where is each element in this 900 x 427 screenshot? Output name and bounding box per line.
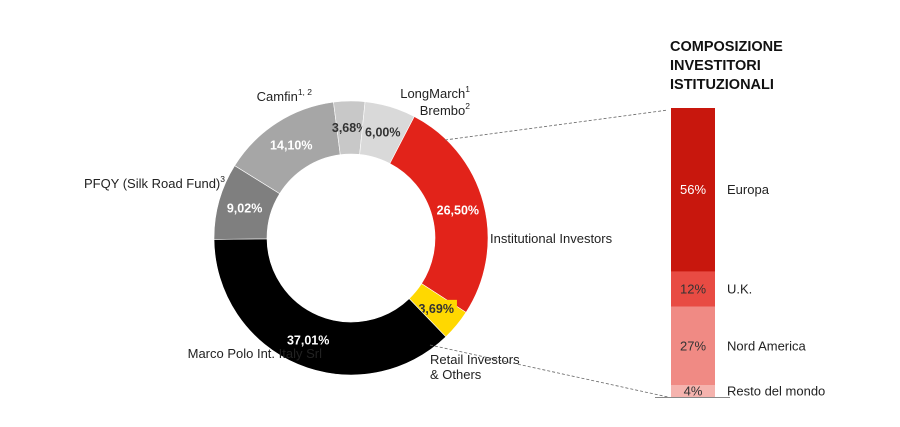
donut-value-label: 3,68% xyxy=(332,121,367,135)
donut-value-label: 37,01% xyxy=(287,333,329,347)
bar-segment-u-k xyxy=(671,271,715,307)
bar-value-label: 4% xyxy=(684,384,703,399)
stacked-bar-chart: 56% Europa 12% U.K. 27% Nord America 4% Resto d… xyxy=(655,108,825,399)
donut-category-label: LongMarch1 xyxy=(400,84,470,101)
donut-value-label: 3,69% xyxy=(418,302,453,316)
bar-segment-nord-america xyxy=(671,306,715,386)
donut-slice-brembo xyxy=(359,101,415,164)
donut-slice-institutional-investors xyxy=(389,116,489,313)
donut-value-label: 6,00% xyxy=(365,126,400,140)
bar-value-label: 27% xyxy=(680,338,706,353)
bar-value-label: 56% xyxy=(680,182,706,197)
footnote-marker: 1, 2 xyxy=(298,87,312,97)
donut-category-label: Marco Polo Int. Italy Srl xyxy=(188,346,322,361)
retail-value-label-backing xyxy=(415,299,457,318)
donut-value-label: 9,02% xyxy=(227,202,262,216)
bar-category-label: Europa xyxy=(727,182,770,197)
bar-chart-title: COMPOSIZIONE INVESTITORI ISTITUZIONALI xyxy=(670,38,890,95)
donut-value-label: 26,50% xyxy=(437,203,479,217)
donut-category-label: Institutional Investors xyxy=(490,231,613,246)
bar-title-line-1: COMPOSIZIONE xyxy=(670,39,783,55)
donut-slice-marco-polo-int-italy-srl xyxy=(213,238,447,376)
donut-category-label: & Others xyxy=(430,367,482,382)
footnote-marker: 3 xyxy=(220,174,225,184)
connector-line-top xyxy=(444,109,669,141)
donut-category-label: PFQY (Silk Road Fund)3 xyxy=(84,174,225,191)
bar-category-label: U.K. xyxy=(727,281,752,296)
donut-category-label: Retail Investors xyxy=(430,352,520,367)
bar-segment-europa xyxy=(671,108,715,272)
bar-category-label: Nord America xyxy=(727,338,807,353)
connector-lines xyxy=(429,109,669,398)
bar-segment-resto-del-mondo xyxy=(671,385,715,397)
footnote-marker: 2 xyxy=(465,101,470,111)
donut-category-label: Camfin1, 2 xyxy=(257,87,313,104)
bar-title-line-2: INVESTITORI xyxy=(670,58,761,74)
footnote-marker: 1 xyxy=(465,84,470,94)
connector-line-bottom xyxy=(429,344,669,398)
donut-category-label: Brembo2 xyxy=(420,101,471,118)
donut-value-label: 14,10% xyxy=(270,139,312,153)
bar-category-label: Resto del mondo xyxy=(727,384,825,399)
donut-chart: 26,50% Institutional Investors 3,69% Retail… xyxy=(84,84,613,382)
bar-value-label: 12% xyxy=(680,281,706,296)
bar-title-line-3: ISTITUZIONALI xyxy=(670,77,774,93)
